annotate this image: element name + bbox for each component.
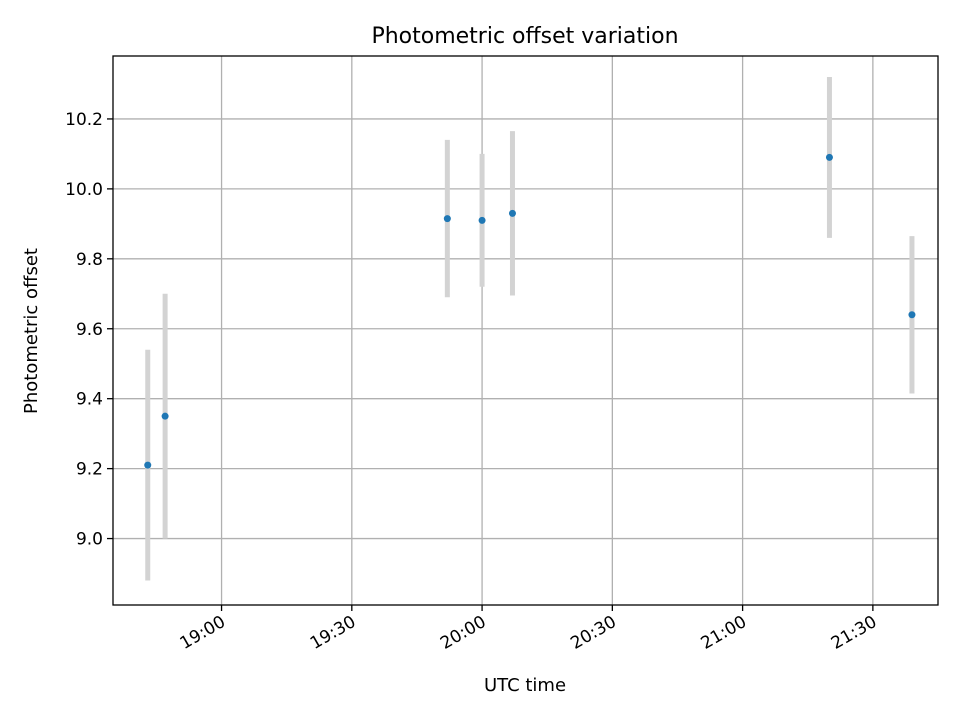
y-axis-label: Photometric offset: [21, 248, 42, 414]
data-point: [478, 216, 486, 224]
data-point: [161, 412, 169, 420]
data-point: [825, 153, 833, 161]
y-tick-label: 9.6: [76, 320, 103, 340]
x-axis-ticks: 19:00 19:30 20:00 20:30 21:00 21:30: [177, 605, 880, 654]
y-tick-label: 9.4: [76, 390, 103, 410]
y-tick-label: 10.0: [65, 180, 103, 200]
y-tick-label: 9.2: [76, 460, 103, 480]
data-point: [443, 215, 451, 223]
grid: [113, 56, 938, 605]
data-point: [144, 461, 152, 469]
x-tick-label: 20:30: [567, 612, 619, 654]
data-point: [908, 311, 916, 319]
data-point: [508, 209, 516, 217]
x-tick-label: 19:00: [177, 612, 229, 654]
x-tick-label: 19:30: [307, 612, 359, 654]
x-tick-label: 21:30: [828, 612, 880, 654]
data-points: [144, 153, 916, 469]
y-tick-label: 9.8: [76, 250, 103, 270]
chart-title: Photometric offset variation: [371, 24, 678, 49]
x-axis-label: UTC time: [484, 675, 566, 696]
x-tick-label: 20:00: [437, 612, 489, 654]
y-tick-label: 9.0: [76, 530, 103, 550]
x-tick-label: 21:00: [698, 612, 750, 654]
y-tick-label: 10.2: [65, 110, 103, 130]
y-axis-ticks: 9.0 9.2 9.4 9.6 9.8 10.0 10.2: [65, 110, 113, 550]
plot-frame: [112, 55, 939, 606]
